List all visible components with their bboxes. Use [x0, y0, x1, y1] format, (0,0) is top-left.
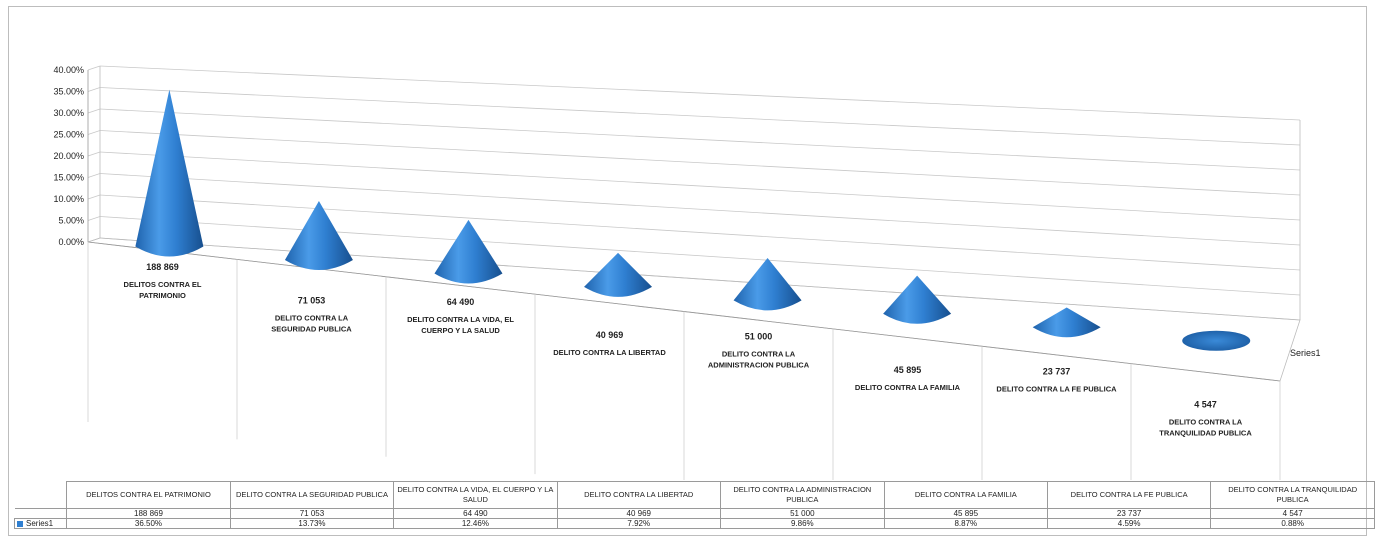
category-name-label: PATRIMONIO [139, 291, 186, 300]
gridline-side [87, 87, 101, 92]
y-tick-label: 15.00% [53, 173, 84, 183]
gridline-side [87, 194, 101, 200]
gridline-side [87, 65, 101, 71]
gridline [99, 173, 1301, 246]
gridline-side [87, 173, 101, 178]
category-name-label: CUERPO Y LA SALUD [421, 326, 500, 335]
data-table-header-cell: DELITOS CONTRA EL PATRIMONIO [66, 481, 231, 509]
cones [135, 89, 1251, 351]
category-count-label: 51 000 [745, 332, 773, 342]
cone-chart: 0.00% 5.00% 10.00% 15.00% 20.00% 25.00% 30.00%… [53, 65, 1321, 480]
data-table: DELITOS CONTRA EL PATRIMONIO DELITO CONTR… [13, 481, 1375, 529]
data-table-header-cell: DELITO CONTRA LA LIBERTAD [556, 481, 721, 509]
data-table-header-cell: DELITO CONTRA LA VIDA, EL CUERPO Y LA SA… [393, 481, 558, 509]
y-axis: 0.00% 5.00% 10.00% 15.00% 20.00% 25.00% 30.00%… [53, 65, 1301, 320]
data-table-value-cell: 7.92% [556, 518, 721, 529]
data-table-count-cell: 51 000 [719, 508, 885, 519]
data-table-header-cell: DELITO CONTRA LA TRANQUILIDAD PUBLICA [1210, 481, 1375, 509]
data-table-count-cell: 188 869 [66, 508, 231, 519]
data-table-value-cell: 36.50% [66, 518, 231, 529]
cone-5 [733, 257, 802, 311]
floor-plane [87, 237, 1301, 382]
category-name-label: SEGURIDAD PUBLICA [271, 324, 352, 333]
gridline [99, 216, 1301, 296]
category-name-label: DELITO CONTRA LA [275, 313, 349, 322]
data-table-header-cell: DELITO CONTRA LA FE PUBLICA [1046, 481, 1212, 509]
gridline [99, 194, 1301, 271]
y-tick-label: 35.00% [53, 87, 84, 97]
cone-6 [883, 275, 952, 324]
category-count-label: 23 737 [1043, 366, 1071, 376]
data-table-count-cell: 71 053 [229, 508, 395, 519]
category-name-label: DELITO CONTRA LA FAMILIA [855, 383, 961, 392]
data-table-value-cell: 13.73% [229, 518, 395, 529]
gridline-side [87, 108, 101, 114]
data-table-header-cell: DELITO CONTRA LA SEGURIDAD PUBLICA [229, 481, 395, 509]
cone-body [883, 275, 952, 324]
y-tick-label: 5.00% [58, 216, 84, 226]
data-table-value-cell: 0.88% [1210, 518, 1375, 529]
y-tick-label: 10.00% [53, 194, 84, 204]
category-name-label: DELITO CONTRA LA LIBERTAD [553, 348, 666, 357]
category-count-label: 188 869 [146, 262, 179, 272]
gridline [99, 130, 1301, 196]
cone-1 [135, 89, 204, 257]
data-table-series-key: Series1 [13, 518, 68, 529]
cone-3 [434, 219, 503, 284]
category-name-label: ADMINISTRACION PUBLICA [708, 361, 810, 370]
category-floor [87, 237, 1301, 480]
category-name-label: DELITO CONTRA LA [1169, 418, 1243, 427]
data-table-value-cell: 12.46% [393, 518, 558, 529]
data-table-value-cell: 8.87% [883, 518, 1048, 529]
data-table-header-cell: DELITO CONTRA LA ADMINISTRACION PUBLICA [719, 481, 885, 509]
data-table-count-cell: 64 490 [393, 508, 558, 519]
gridline [99, 87, 1301, 146]
cone-body [284, 200, 353, 270]
cone-4 [584, 252, 653, 297]
data-table-count-cell: 4 547 [1210, 508, 1375, 519]
category-count-label: 45 895 [894, 365, 922, 375]
data-table-value-cell: 4.59% [1046, 518, 1212, 529]
cone-body [135, 89, 204, 257]
category-name-label: DELITO CONTRA LA VIDA, EL [407, 315, 514, 324]
cone-2 [284, 200, 353, 270]
category-name-label: DELITOS CONTRA EL [124, 280, 202, 289]
category-count-label: 4 547 [1194, 400, 1217, 410]
cone-body [434, 219, 503, 284]
cone-body [733, 257, 802, 311]
y-tick-label: 25.00% [53, 130, 84, 140]
cone-8 [1182, 330, 1251, 351]
data-table-count-cell: 23 737 [1046, 508, 1212, 519]
y-tick-label: 30.00% [53, 108, 84, 118]
category-count-label: 64 490 [447, 297, 475, 307]
category-labels: 188 869 DELITOS CONTRA EL PATRIMONIO 71 053… [124, 262, 1253, 438]
data-table-header-cell: DELITO CONTRA LA FAMILIA [883, 481, 1048, 509]
category-count-label: 40 969 [596, 330, 624, 340]
gridline [99, 65, 1301, 121]
data-table-value-cell: 9.86% [719, 518, 885, 529]
legend-swatch [17, 520, 23, 527]
gridline [99, 151, 1301, 221]
category-name-label: DELITO CONTRA LA FE PUBLICA [996, 384, 1117, 393]
gridline-side [87, 151, 101, 157]
gridline-side [87, 216, 101, 221]
cone-base [1182, 330, 1251, 351]
y-tick-label: 20.00% [53, 151, 84, 161]
series-name: Series1 [26, 519, 54, 528]
data-table-count-cell: 40 969 [556, 508, 721, 519]
gridline [99, 108, 1301, 171]
category-name-label: DELITO CONTRA LA [722, 350, 796, 359]
cone-body [1032, 307, 1101, 338]
data-table-count-cell: 45 895 [883, 508, 1048, 519]
category-name-label: TRANQUILIDAD PUBLICA [1159, 429, 1252, 438]
cone-body [584, 252, 653, 297]
series-axis-label: Series1 [1290, 348, 1321, 358]
gridlines [87, 65, 1301, 321]
category-count-label: 71 053 [298, 295, 326, 305]
y-tick-label: 40.00% [53, 65, 84, 75]
y-tick-label: 0.00% [58, 237, 84, 247]
cone-7 [1032, 307, 1101, 338]
gridline-side [87, 130, 101, 135]
